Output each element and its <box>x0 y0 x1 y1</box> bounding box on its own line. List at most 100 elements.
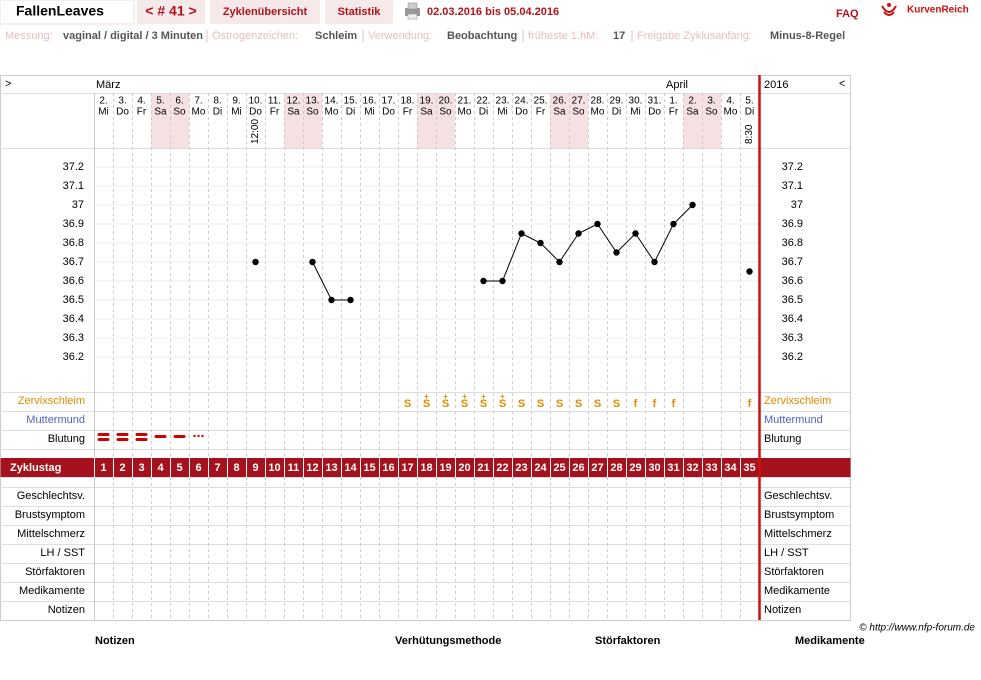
row-label: Notizen <box>48 604 85 616</box>
y-tick-label: 37.2 <box>63 161 84 173</box>
cervical-symbol: S+ <box>480 392 487 410</box>
cycle-day: 17 <box>401 462 413 474</box>
row-label: Geschlechtsv. <box>764 490 832 502</box>
bleeding-dot <box>193 434 196 438</box>
cycle-day: 14 <box>344 462 357 474</box>
y-tick-label: 37.2 <box>782 161 803 173</box>
tab[interactable] <box>210 0 320 24</box>
cycle-day: 33 <box>705 462 717 474</box>
cervical-symbol: S <box>575 398 582 410</box>
chart-frame <box>0 75 851 621</box>
weekend-shade <box>170 93 189 148</box>
day-label: 24. <box>515 96 529 107</box>
tab-label[interactable]: Statistik <box>338 6 382 18</box>
day-label: 31. <box>648 96 662 107</box>
y-tick-label: 36.3 <box>782 332 803 344</box>
day-label: 16. <box>363 96 377 107</box>
y-tick-label: 36.9 <box>63 218 84 230</box>
cervical-symbol: S+ <box>461 392 468 410</box>
weekday-label: Mo <box>458 107 472 118</box>
weekday-label: Di <box>745 107 754 118</box>
temperature-point <box>746 268 753 275</box>
footer-section: Verhütungsmethode <box>395 635 501 647</box>
weekday-label: Mo <box>591 107 605 118</box>
setting-label: Östrogenzeichen: <box>212 30 298 42</box>
y-tick-label: 36.2 <box>782 351 803 363</box>
footer-section: Notizen <box>95 635 135 647</box>
cycle-day: 12 <box>306 462 318 474</box>
weekday-label: Do <box>382 107 395 118</box>
day-label: 13. <box>306 96 320 107</box>
day-label: 2. <box>688 96 696 107</box>
day-label: 10. <box>249 96 263 107</box>
nav-arrow[interactable]: < <box>839 78 845 90</box>
cycle-day: 31 <box>667 462 679 474</box>
setting-value: Beobachtung <box>447 30 517 42</box>
bleeding-dash <box>173 435 186 438</box>
row-label: Muttermund <box>26 414 85 426</box>
cycle-day: 24 <box>534 462 547 474</box>
brand-name[interactable]: KurvenReich <box>907 5 969 16</box>
weekend-shade <box>417 93 436 148</box>
cervical-symbol: S <box>594 398 601 410</box>
y-tick-label: 36.6 <box>782 275 803 287</box>
y-tick-label: 37 <box>791 199 803 211</box>
day-label: 21. <box>458 96 472 107</box>
temperature-point <box>518 230 525 237</box>
faq-link[interactable]: FAQ <box>836 8 859 20</box>
nav-arrow[interactable]: > <box>5 78 11 90</box>
bleeding-mark <box>193 434 204 438</box>
day-label: 20. <box>439 96 453 107</box>
nav-tab[interactable] <box>137 0 205 24</box>
bleeding-dash <box>116 438 129 441</box>
weekday-label: Do <box>515 107 528 118</box>
date-range: 02.03.2016 bis 05.04.2016 <box>427 6 559 18</box>
setting-label: früheste 1.hM: <box>528 30 598 42</box>
y-tick-label: 36.2 <box>63 351 84 363</box>
weekday-label: So <box>306 107 319 118</box>
tab[interactable] <box>325 0 393 24</box>
weekday-label: Mo <box>192 107 206 118</box>
weekday-label: Di <box>213 107 222 118</box>
temperature-point <box>309 258 316 266</box>
setting-label: Messung: <box>5 30 53 42</box>
row-label: LH / SST <box>40 547 85 559</box>
y-tick-label: 36.7 <box>63 256 84 268</box>
day-label: 3. <box>707 96 715 107</box>
cycle-day: 4 <box>157 462 164 474</box>
day-label: 17. <box>382 96 396 107</box>
day-label: 1. <box>669 96 677 107</box>
temperature-point <box>556 258 563 266</box>
bleeding-dash <box>116 433 129 436</box>
y-tick-label: 36.4 <box>63 313 84 325</box>
day-label: 30. <box>629 96 643 107</box>
cycle-day: 32 <box>686 462 698 474</box>
weekday-label: Sa <box>686 107 699 118</box>
y-tick-label: 36.8 <box>782 237 803 249</box>
bleeding-mark <box>135 433 148 441</box>
weekday-label: Di <box>479 107 488 118</box>
weekday-label: Do <box>249 107 262 118</box>
user-name: FallenLeaves <box>16 3 104 19</box>
cycle-day: 1 <box>100 462 106 474</box>
temperature-point <box>613 249 620 256</box>
temperature-point <box>499 277 506 285</box>
temperature-point <box>537 239 544 247</box>
print-icon[interactable] <box>405 2 420 20</box>
time-label: 8:30 <box>744 124 755 144</box>
day-label: 29. <box>610 96 624 107</box>
row-label: Mittelschmerz <box>17 528 85 540</box>
cycle-nav[interactable]: < # 41 > <box>145 3 196 19</box>
month-label: März <box>96 79 120 91</box>
weekday-label: Sa <box>287 107 300 118</box>
temperature-point <box>480 277 487 285</box>
day-label: 4. <box>137 96 145 107</box>
month-label: April <box>666 79 688 91</box>
weekday-label: Mi <box>98 107 109 118</box>
y-tick-label: 36.7 <box>782 256 803 268</box>
row-label: Blutung <box>48 433 85 445</box>
weekend-shade <box>702 93 721 148</box>
tab-label[interactable]: Zyklenübersicht <box>223 6 308 18</box>
y-tick-label: 36.8 <box>63 237 84 249</box>
weekday-label: Di <box>346 107 355 118</box>
